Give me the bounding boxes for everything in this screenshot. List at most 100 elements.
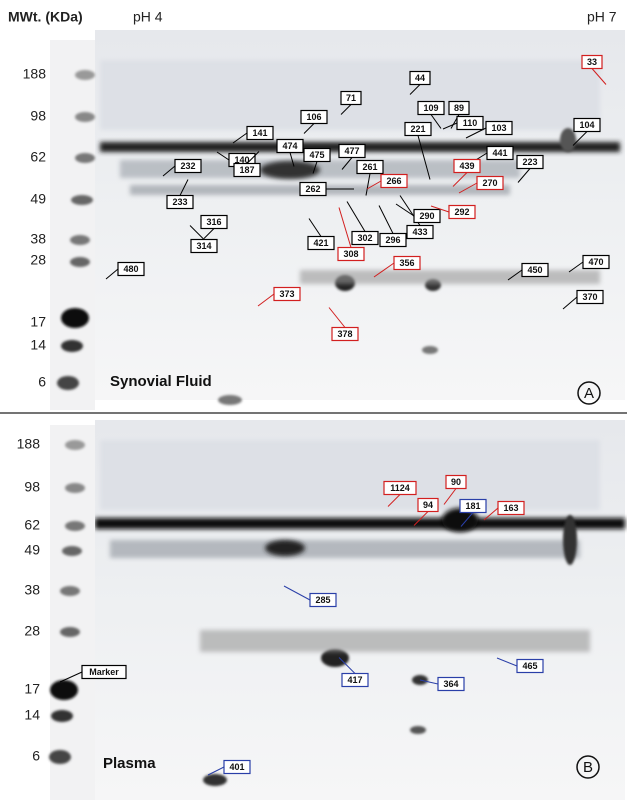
- spot-arrow: [341, 157, 353, 170]
- spot-arrow: [430, 114, 442, 129]
- spot-arrow: [465, 127, 487, 139]
- spot-arrow: [568, 261, 584, 273]
- spot-box: [445, 474, 467, 490]
- spot-label: 470: [588, 257, 603, 267]
- spot-arrow: [409, 84, 421, 95]
- spot-box: [300, 109, 328, 125]
- spot-box: [409, 70, 431, 86]
- spot-label: 433: [412, 227, 427, 237]
- mw-marker: 49: [24, 542, 40, 558]
- spot-label: 261: [362, 162, 377, 172]
- spot-label: 474: [282, 141, 297, 151]
- spot-label: 292: [454, 207, 469, 217]
- spot-box: [246, 125, 274, 141]
- mw-label: MWt. (KDa): [8, 9, 83, 25]
- spot-box: [456, 115, 484, 131]
- spot-arrow: [312, 161, 318, 174]
- spot-box: [174, 158, 202, 174]
- spot-box: [338, 143, 366, 159]
- spot-arrow: [419, 679, 439, 685]
- spot-label: 104: [579, 120, 594, 130]
- sample-name: Plasma: [103, 755, 156, 772]
- spot-box: [476, 175, 504, 191]
- spot-arrow: [105, 268, 119, 280]
- spot-box: [437, 676, 465, 692]
- spot-box: [406, 224, 434, 240]
- spot-label: 110: [463, 118, 478, 128]
- spot-arrow: [507, 269, 523, 281]
- spot-box: [413, 208, 441, 224]
- spot-arrow: [417, 135, 431, 180]
- spot-box: [223, 759, 251, 775]
- spot-label: 421: [313, 238, 328, 248]
- spot-box: [417, 100, 445, 116]
- spot-arrow: [458, 182, 478, 194]
- spot-label: 187: [239, 165, 254, 175]
- spot-box: [341, 672, 369, 688]
- mw-marker: 17: [30, 314, 46, 330]
- spot-label: 290: [419, 211, 434, 221]
- mw-marker: 28: [30, 252, 46, 268]
- spot-arrow: [460, 512, 474, 527]
- spot-arrow: [179, 179, 189, 196]
- panel-letter: A: [584, 385, 594, 402]
- spot-arrow: [289, 152, 295, 167]
- spot-box: [356, 159, 384, 175]
- spot-box: [340, 90, 362, 106]
- sample-name: Synovial Fluid: [110, 373, 212, 390]
- spot-arrow: [346, 201, 366, 232]
- spot-arrow: [203, 228, 215, 239]
- spot-box: [573, 117, 601, 133]
- spot-label: 1124: [390, 483, 410, 493]
- spot-arrow: [572, 131, 588, 146]
- spot-arrow: [303, 123, 315, 134]
- mw-marker: 17: [24, 681, 40, 697]
- letter-circle: [576, 755, 600, 779]
- spot-box: [581, 54, 603, 70]
- spot-box: [448, 204, 476, 220]
- spot-label: 266: [386, 176, 401, 186]
- spot-box: [497, 500, 525, 516]
- spot-arrow: [59, 671, 83, 683]
- spot-label: 465: [522, 661, 537, 671]
- spot-box: [117, 261, 145, 277]
- spot-label: 140: [234, 155, 249, 165]
- spot-arrow: [395, 203, 415, 217]
- spot-label: 450: [527, 265, 542, 275]
- spot-box: [309, 592, 337, 608]
- spot-label: 89: [454, 103, 464, 113]
- spot-label: 378: [337, 329, 352, 339]
- spot-label: 141: [252, 128, 267, 138]
- spot-arrow: [483, 507, 499, 521]
- spot-box: [303, 147, 331, 163]
- spot-arrow: [413, 511, 429, 526]
- mw-marker: 62: [24, 517, 40, 533]
- ph-low: pH 4: [133, 9, 163, 25]
- mw-marker: 49: [30, 191, 46, 207]
- spot-label: 181: [465, 501, 480, 511]
- spot-arrow: [378, 205, 394, 234]
- spot-arrow: [338, 207, 352, 248]
- spot-label: 302: [357, 233, 372, 243]
- spot-arrow: [562, 296, 578, 310]
- mw-marker: 14: [24, 707, 40, 723]
- spot-label: 232: [180, 161, 195, 171]
- spot-label: 475: [309, 150, 324, 160]
- spot-label: 356: [399, 258, 414, 268]
- spot-box: [453, 158, 481, 174]
- spot-box: [200, 214, 228, 230]
- spot-box: [233, 162, 261, 178]
- mw-marker: 98: [24, 479, 40, 495]
- spot-box: [276, 138, 304, 154]
- spot-box: [516, 154, 544, 170]
- spot-label: 109: [423, 103, 438, 113]
- spot-arrow: [207, 766, 225, 776]
- spot-box: [380, 173, 408, 189]
- spot-box: [576, 289, 604, 305]
- spot-arrow: [283, 585, 311, 601]
- spot-arrow: [442, 122, 458, 130]
- spot-arrow: [366, 180, 382, 190]
- spot-arrow: [338, 657, 356, 674]
- spot-label: Marker: [89, 667, 119, 677]
- spot-box: [516, 658, 544, 674]
